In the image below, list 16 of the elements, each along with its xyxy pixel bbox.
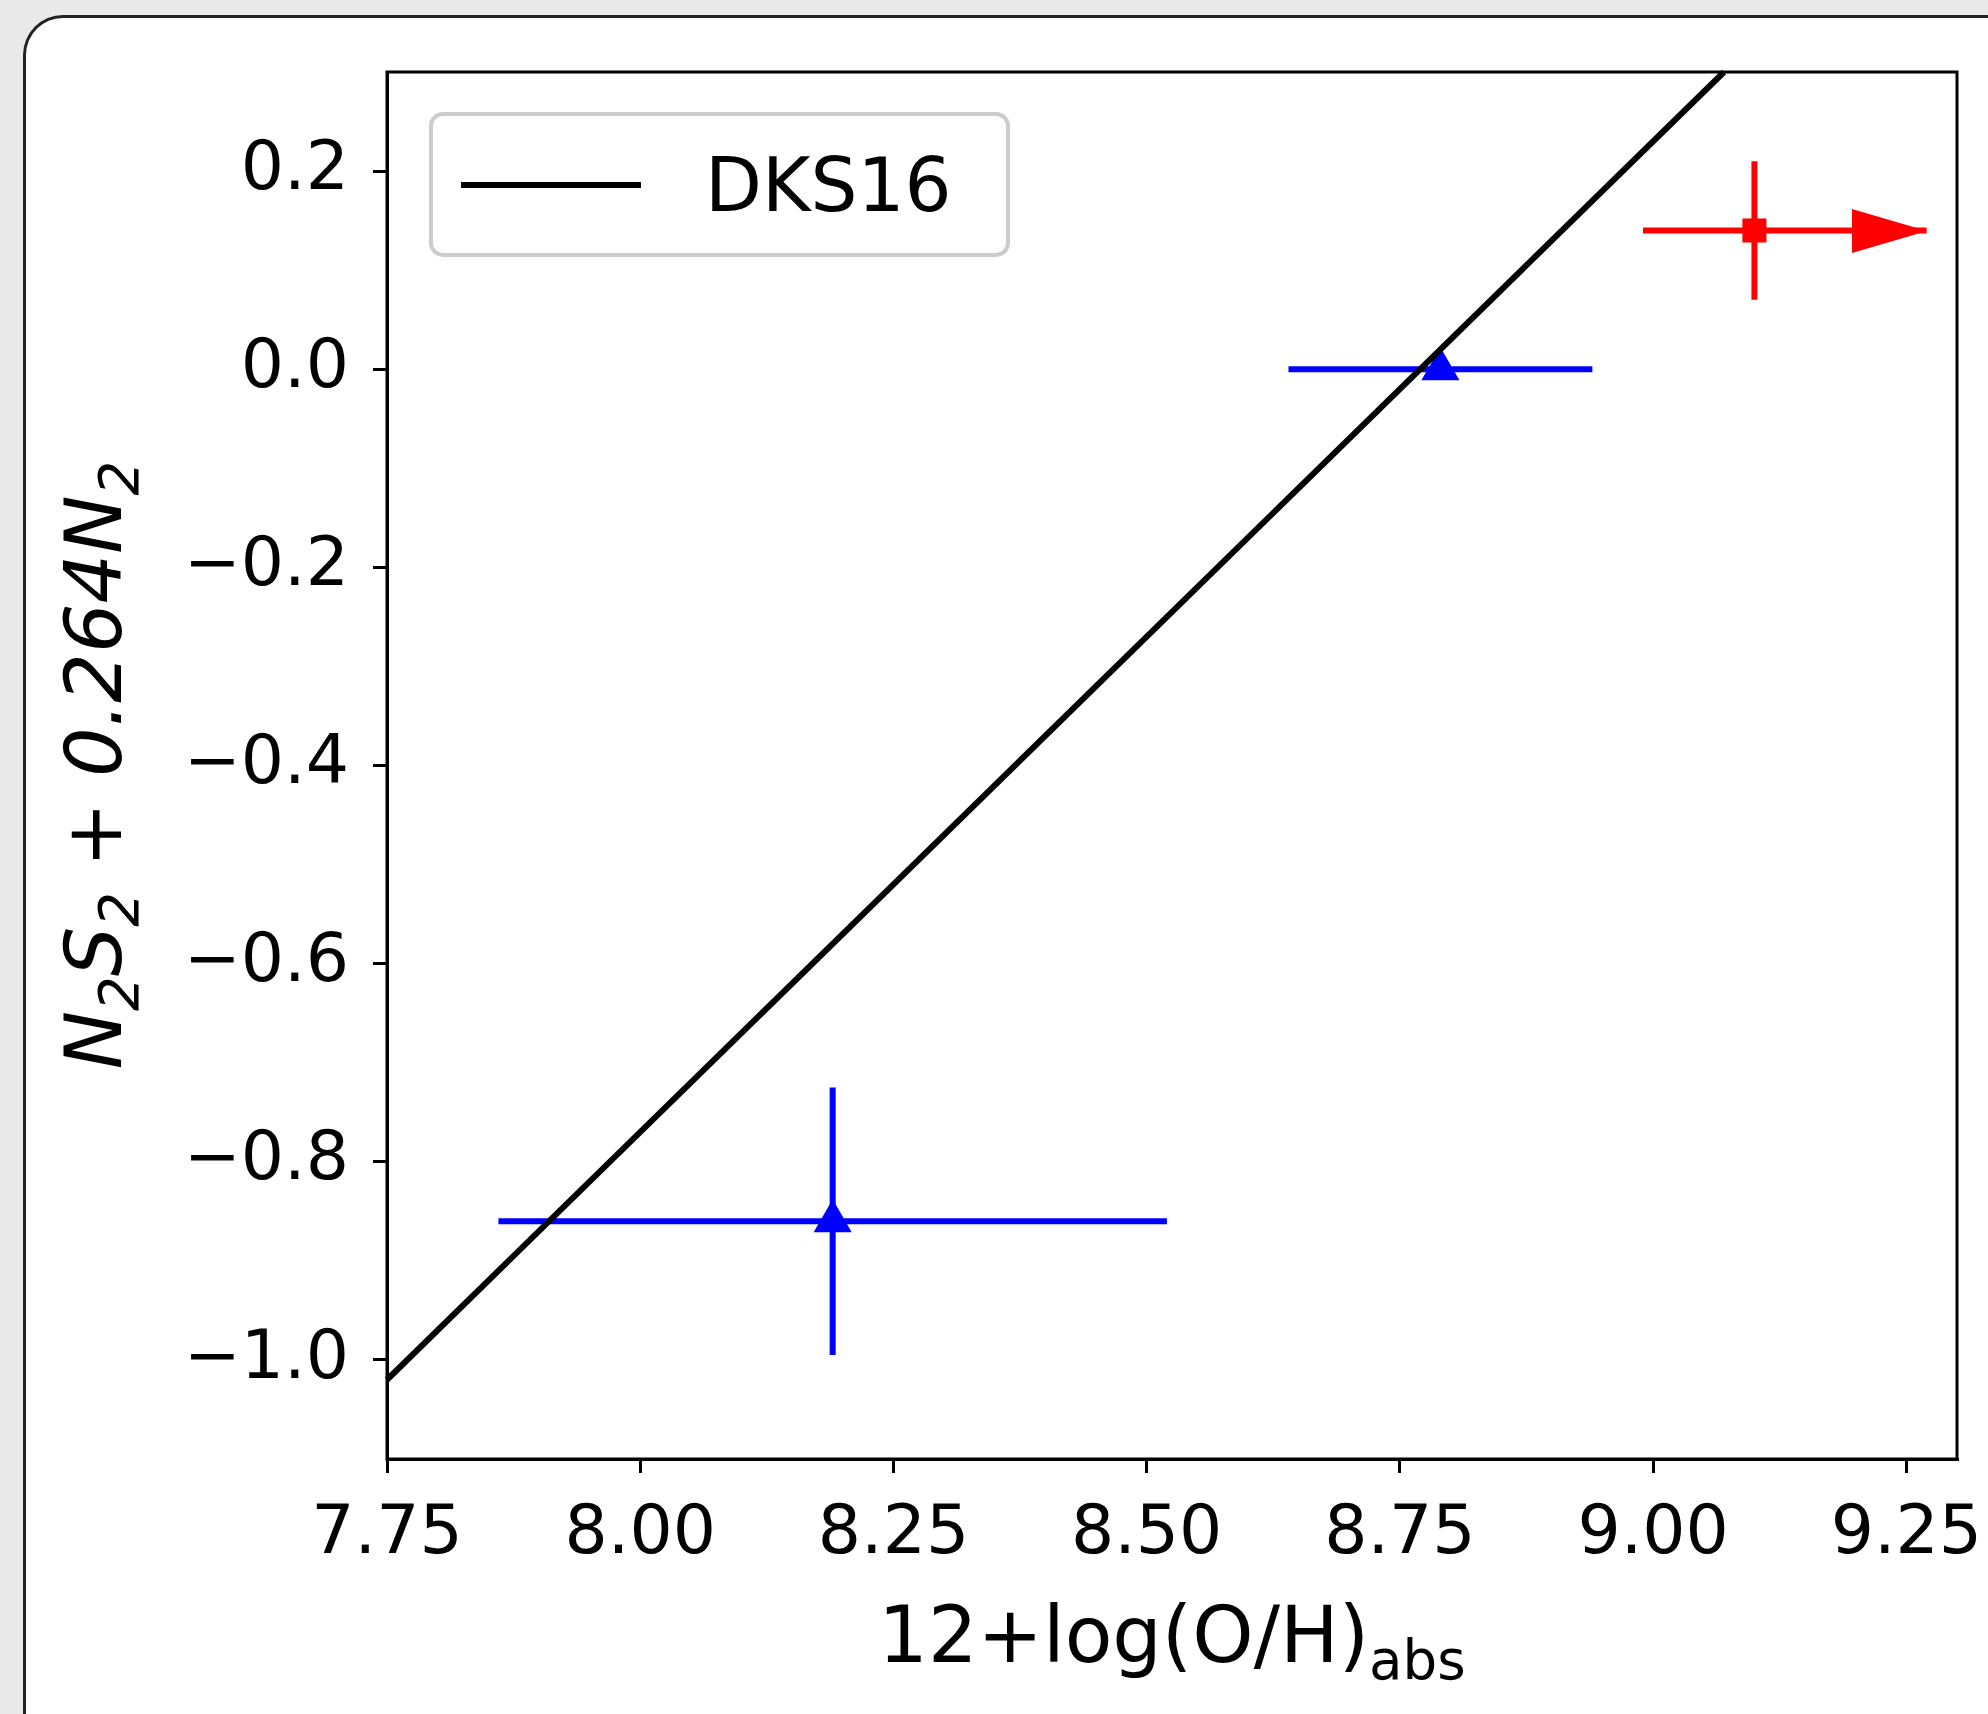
x-tick-label: 8.00 [564,1490,716,1570]
x-tick-label: 7.75 [311,1490,463,1570]
x-axis-title: 12+log(O/H)$_{abs}$ [877,1590,1467,1692]
y-tick-label: −1.0 [183,1314,349,1394]
y-tick-label: −0.6 [183,918,349,998]
y-tick-label: −0.8 [183,1116,349,1196]
x-tick-label: 8.25 [817,1490,970,1570]
y-tick-label: 0.2 [240,125,349,205]
y-tick-label: −0.2 [183,522,349,602]
y-tick-label: 0.0 [240,323,349,403]
y-tick-label: −0.4 [183,720,349,800]
x-tick-label: 8.75 [1324,1490,1476,1570]
x-tick-label: 9.00 [1577,1490,1729,1570]
x-tick-label: 8.50 [1070,1490,1223,1570]
legend-label: DKS16 [705,141,952,228]
x-tick-label: 9.25 [1830,1490,1983,1570]
